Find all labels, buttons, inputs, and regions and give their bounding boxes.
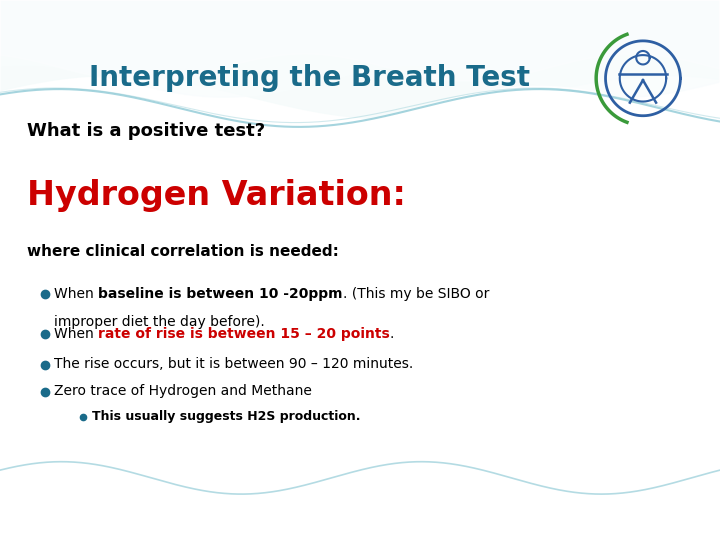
Text: What is a positive test?: What is a positive test? bbox=[27, 122, 266, 140]
Text: . (This my be SIBO or: . (This my be SIBO or bbox=[343, 287, 489, 301]
Text: where clinical correlation is needed:: where clinical correlation is needed: bbox=[27, 244, 339, 259]
Text: Interpreting the Breath Test: Interpreting the Breath Test bbox=[89, 64, 530, 92]
Text: baseline is between 10 -20ppm: baseline is between 10 -20ppm bbox=[98, 287, 343, 301]
Text: The rise occurs, but it is between 90 – 120 minutes.: The rise occurs, but it is between 90 – … bbox=[54, 357, 413, 372]
Text: rate of rise is between 15 – 20 points: rate of rise is between 15 – 20 points bbox=[98, 327, 390, 341]
Text: improper diet the day before).: improper diet the day before). bbox=[54, 315, 265, 329]
Text: When: When bbox=[54, 327, 98, 341]
Text: .: . bbox=[390, 327, 395, 341]
Text: When: When bbox=[54, 287, 98, 301]
Text: Zero trace of Hydrogen and Methane: Zero trace of Hydrogen and Methane bbox=[54, 384, 312, 399]
Text: This usually suggests H2S production.: This usually suggests H2S production. bbox=[92, 410, 361, 423]
Text: Hydrogen Variation:: Hydrogen Variation: bbox=[27, 179, 406, 212]
